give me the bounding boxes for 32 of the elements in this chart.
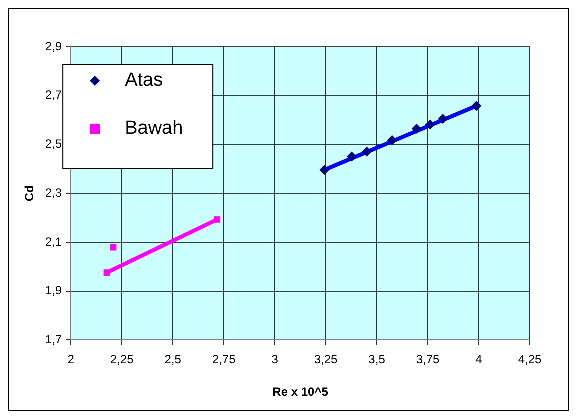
point bbox=[104, 270, 110, 276]
x-tick-label: 4,25 bbox=[518, 352, 542, 367]
x-tick-label: 4 bbox=[476, 352, 483, 367]
y-tick-label: 2,7 bbox=[45, 88, 62, 102]
x-tick-label: 3,5 bbox=[368, 352, 386, 367]
x-tick-label: 2,75 bbox=[212, 352, 236, 367]
point bbox=[387, 135, 398, 146]
y-tick-label: 2,5 bbox=[45, 137, 62, 152]
point bbox=[472, 101, 482, 112]
point bbox=[110, 244, 117, 251]
y-tick-label: 2,3 bbox=[45, 186, 62, 200]
point bbox=[214, 216, 221, 223]
x-tick-label: 3 bbox=[272, 352, 279, 367]
point bbox=[346, 152, 357, 162]
x-tick-label: 3,25 bbox=[314, 352, 338, 367]
legend-label: Atas bbox=[125, 70, 164, 92]
x-tick-label: 2 bbox=[68, 352, 75, 367]
y-axis-title: Cd bbox=[22, 186, 37, 202]
x-tick-label: 2,5 bbox=[164, 352, 182, 367]
y-tick-label: 2,9 bbox=[45, 39, 62, 54]
x-axis-title: Re x 10^5 bbox=[272, 385, 329, 400]
legend-label: Bawah bbox=[125, 118, 184, 140]
point bbox=[438, 114, 448, 124]
x-tick-label: 2,25 bbox=[110, 352, 134, 367]
point bbox=[362, 146, 372, 157]
y-tick-label: 1,9 bbox=[45, 284, 62, 298]
point bbox=[425, 120, 436, 130]
point bbox=[320, 165, 330, 176]
y-tick-label: 1,7 bbox=[45, 332, 62, 347]
point bbox=[412, 124, 422, 134]
x-tick-label: 3,75 bbox=[416, 352, 440, 367]
y-tick-label: 2,1 bbox=[45, 234, 62, 249]
